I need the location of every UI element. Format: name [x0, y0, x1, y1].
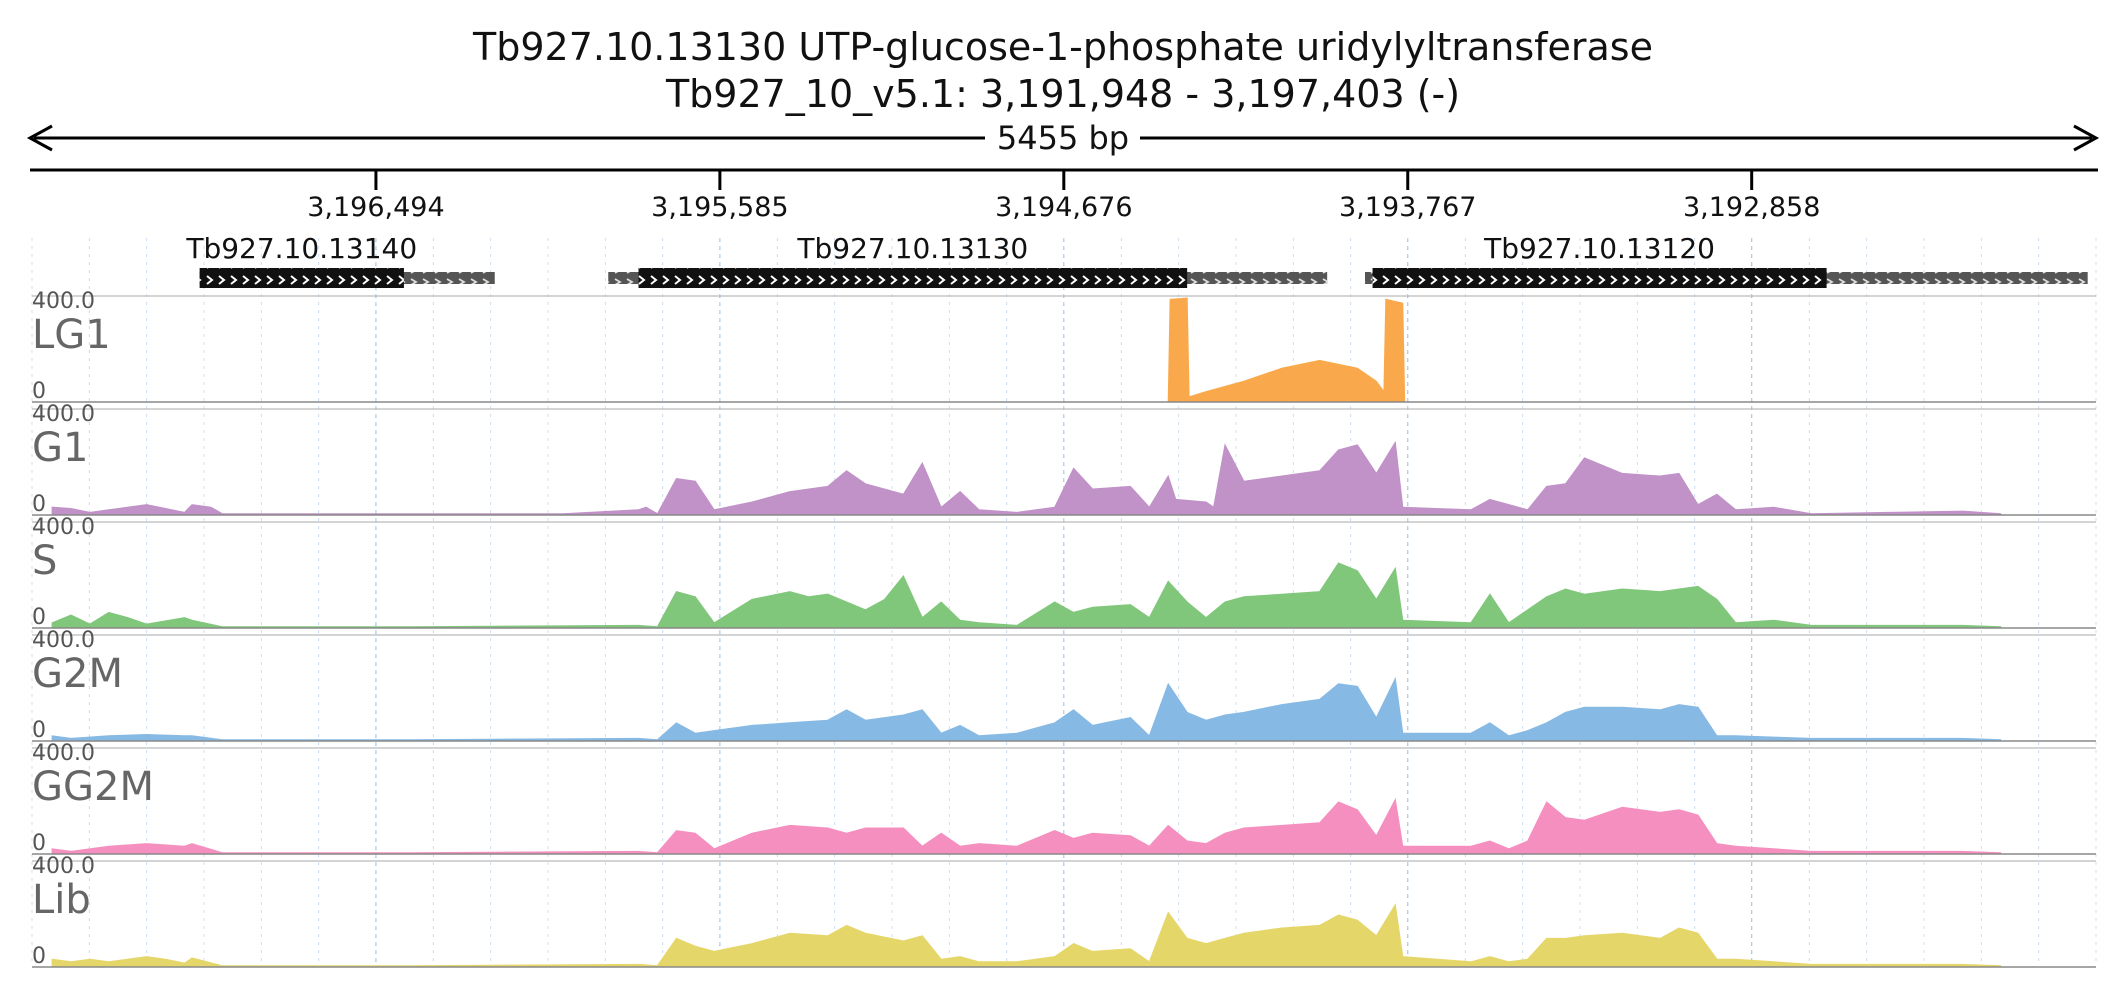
gene-label-1: Tb927.10.13130	[796, 232, 1028, 265]
tick-label-2: 3,194,676	[995, 192, 1132, 223]
coverage-area-LG1	[1167, 297, 1406, 403]
track-min-label: 0	[32, 944, 46, 969]
track-min-label: 0	[32, 831, 46, 856]
track-GG2M: 400.0 0 GG2M	[32, 741, 2096, 856]
track-name-LG1: LG1	[32, 312, 111, 358]
track-G1: 400.0 0 G1	[32, 402, 2096, 517]
track-name-G2M: G2M	[32, 651, 123, 697]
span-size-label: 5455 bp	[997, 119, 1129, 157]
coverage-area-S	[51, 562, 2002, 629]
track-name-Lib: Lib	[32, 877, 91, 923]
cds-arrows-0	[199, 268, 404, 288]
track-S: 400.0 0 S	[32, 515, 2096, 630]
track-min-label: 0	[32, 492, 46, 517]
span-arrow	[26, 124, 2100, 152]
track-max-label: 400.0	[32, 854, 95, 879]
gene-label-2: Tb927.10.13120	[1483, 232, 1715, 265]
coverage-area-Lib	[51, 903, 2002, 968]
tick-label-4: 3,192,858	[1683, 192, 1820, 223]
track-Lib: 400.0 0 Lib	[32, 854, 2096, 969]
cds-arrows-1	[638, 268, 1188, 288]
track-G2M: 400.0 0 G2M	[32, 628, 2096, 743]
tick-label-3: 3,193,767	[1339, 192, 1476, 223]
track-max-label: 400.0	[32, 402, 95, 427]
cds-arrows-2	[1372, 268, 1827, 288]
coverage-area-GG2M	[51, 797, 2002, 855]
track-name-GG2M: GG2M	[32, 764, 154, 810]
track-name-G1: G1	[32, 425, 88, 471]
track-min-label: 0	[32, 605, 46, 630]
track-max-label: 400.0	[32, 515, 95, 540]
track-min-label: 0	[32, 718, 46, 743]
tick-label-0: 3,196,494	[307, 192, 444, 223]
coverage-area-G2M	[51, 676, 2002, 742]
track-max-label: 400.0	[32, 628, 95, 653]
track-max-label: 400.0	[32, 289, 95, 314]
track-LG1: 400.0 0 LG1	[32, 289, 2096, 404]
ruler-ticks: 3,196,494 3,195,585 3,194,676 3,193,767 3,19…	[307, 170, 1820, 223]
tick-label-1: 3,195,585	[651, 192, 788, 223]
track-min-label: 0	[32, 379, 46, 404]
locus-label: Tb927_10_v5.1: 3,191,948 - 3,197,403 (-)	[665, 72, 1460, 116]
gene-label-0: Tb927.10.13140	[185, 232, 417, 265]
chart-title: Tb927.10.13130 UTP-glucose-1-phosphate u…	[472, 25, 1653, 69]
coverage-area-G1	[51, 440, 2002, 516]
coverage-tracks: 400.00LG1400.00G1400.00S400.00G2M400.00G…	[32, 289, 2096, 969]
gene-track: Tb927.10.13140 Tb927.10.13130 Tb927.10.131…	[185, 232, 2088, 288]
track-max-label: 400.0	[32, 741, 95, 766]
track-name-S: S	[32, 538, 57, 584]
grid-lines	[31, 238, 2097, 966]
